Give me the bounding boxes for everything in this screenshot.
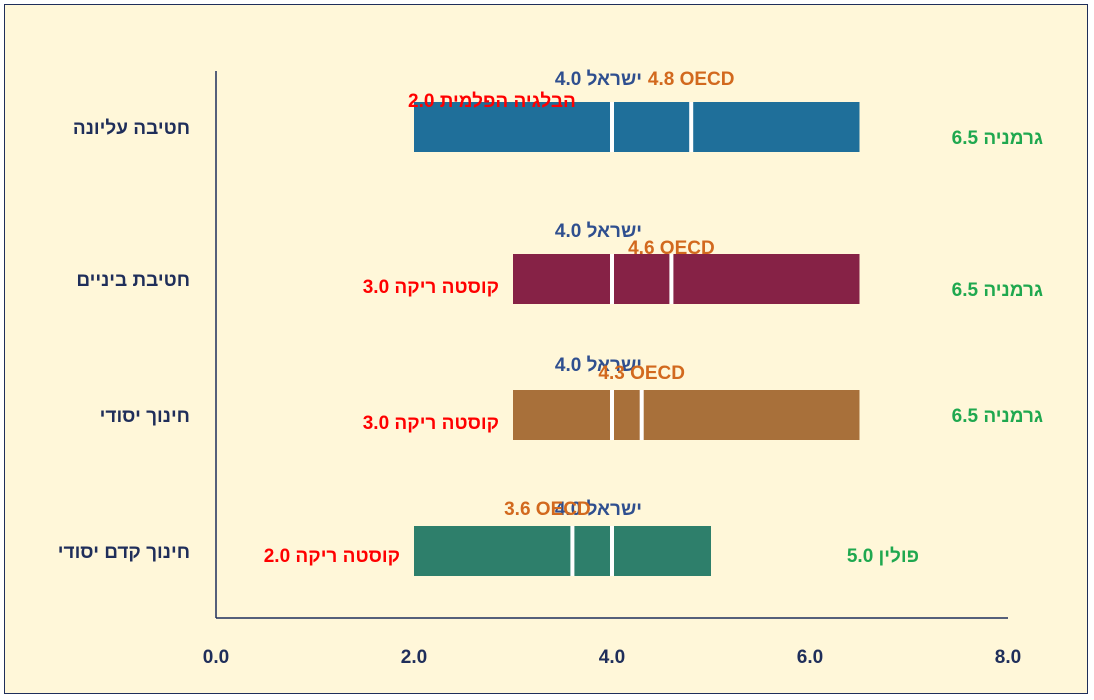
category-label: חטיבת ביניים (76, 270, 190, 291)
oecd-marker (639, 390, 644, 440)
israel-label: ישראל 4.0 (555, 355, 642, 376)
category-label: חינוך קדם יסודי (58, 542, 190, 563)
max-country-label: גרמניה 6.5 (952, 406, 1043, 427)
israel-marker (610, 390, 614, 440)
category-label: חינוך יסודי (100, 406, 190, 427)
israel-marker (610, 254, 614, 304)
x-tick-label: 8.0 (995, 647, 1021, 668)
israel-label: ישראל 4.0 (555, 221, 642, 242)
oecd-label: 4.3 OECD (598, 363, 685, 384)
category-label: חטיבה עליונה (73, 118, 190, 139)
max-country-label: גרמניה 6.5 (952, 280, 1043, 301)
min-country-label: קוסטה ריקה 3.0 (363, 413, 499, 434)
israel-label: ישראל 4.0 (555, 69, 642, 90)
chart-frame: 0.0 2.0 4.0 6.0 8.0 חטיבה עליונה ישראל 4.0 4.8 … (4, 4, 1088, 694)
range-chart: 0.0 2.0 4.0 6.0 8.0 חטיבה עליונה ישראל 4.0 4.8 … (58, 69, 1043, 668)
x-tick-label: 4.0 (599, 647, 625, 668)
min-country-label: הבלגיה הפלמית 2.0 (408, 91, 576, 112)
oecd-marker (570, 526, 575, 576)
range-bar (513, 390, 860, 440)
max-country-label: גרמניה 6.5 (952, 128, 1043, 149)
max-country-label: פולין 5.0 (847, 546, 919, 567)
israel-marker (610, 526, 614, 576)
israel-marker (610, 102, 614, 152)
range-bar (513, 254, 860, 304)
oecd-label: 4.8 OECD (648, 69, 735, 90)
oecd-marker (669, 254, 674, 304)
range-bar (414, 102, 860, 152)
x-tick-label: 0.0 (203, 647, 229, 668)
range-bar (414, 526, 711, 576)
oecd-label: 4.6 OECD (628, 238, 715, 259)
x-tick-label: 2.0 (401, 647, 427, 668)
min-country-label: קוסטה ריקה 2.0 (264, 546, 400, 567)
min-country-label: קוסטה ריקה 3.0 (363, 277, 499, 298)
x-tick-label: 6.0 (797, 647, 823, 668)
oecd-marker (689, 102, 694, 152)
oecd-label: 3.6 OECD (504, 499, 591, 520)
israel-label: ישראל 4.0 (555, 499, 642, 520)
